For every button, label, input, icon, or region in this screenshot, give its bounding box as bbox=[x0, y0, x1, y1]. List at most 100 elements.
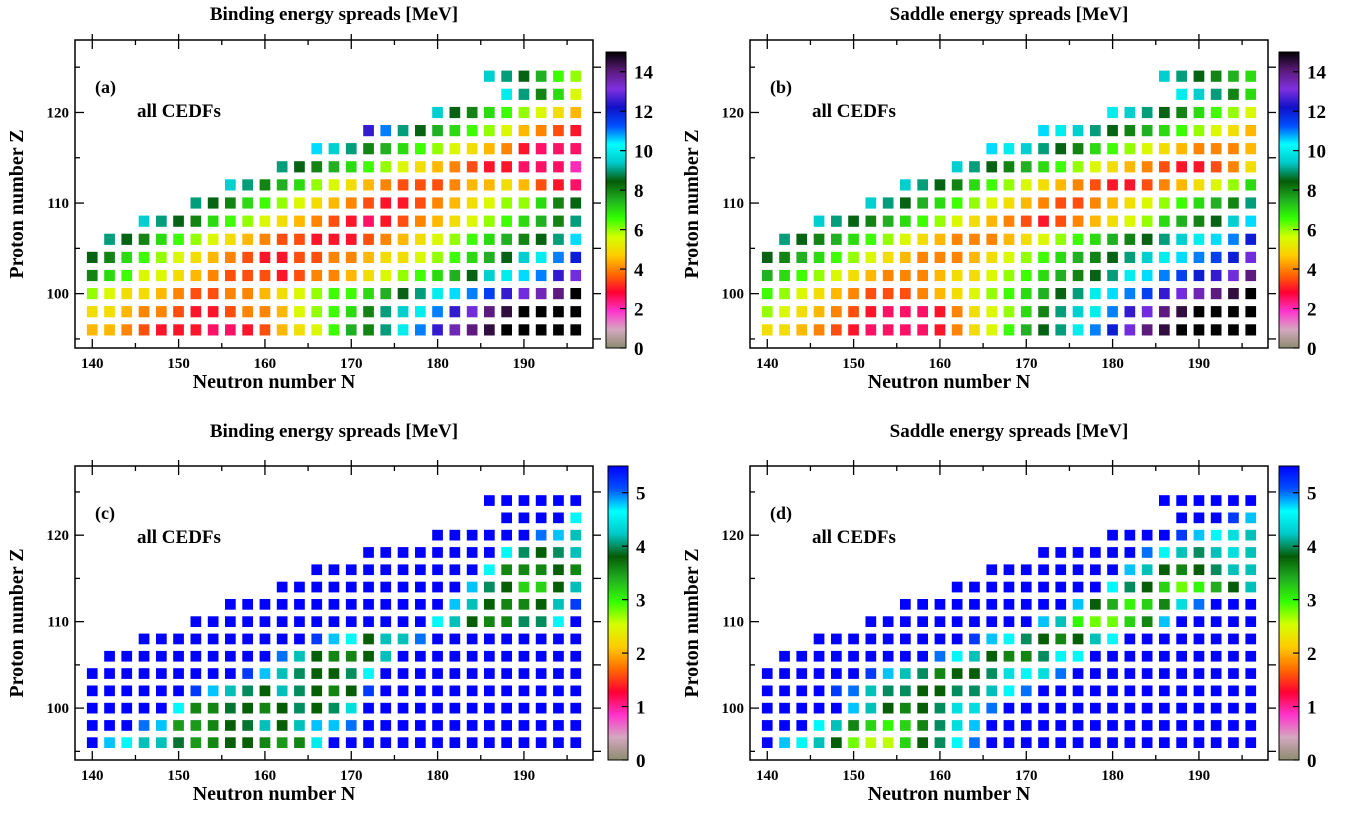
heatmap-cell bbox=[1193, 306, 1205, 318]
heatmap-cell bbox=[570, 70, 582, 82]
panel-label: (b) bbox=[770, 77, 792, 98]
heatmap-cell bbox=[865, 702, 877, 714]
heatmap-cell bbox=[345, 702, 357, 714]
heatmap-cell bbox=[484, 581, 495, 593]
heatmap-cell bbox=[1038, 599, 1049, 610]
heatmap-cell bbox=[242, 720, 253, 731]
heatmap-cell bbox=[1210, 702, 1222, 714]
heatmap-cell bbox=[138, 702, 150, 714]
heatmap-cell bbox=[380, 179, 392, 191]
heatmap-cell bbox=[397, 251, 409, 263]
heatmap-cell bbox=[535, 616, 547, 627]
heatmap-cell bbox=[1055, 143, 1067, 155]
heatmap-cell bbox=[518, 125, 530, 137]
heatmap-cell bbox=[1038, 125, 1049, 137]
heatmap-cell bbox=[1176, 179, 1187, 191]
heatmap-cell bbox=[535, 125, 547, 137]
heatmap-cell bbox=[121, 269, 133, 282]
heatmap-cell bbox=[207, 251, 219, 263]
heatmap-cell bbox=[1003, 324, 1015, 336]
heatmap-cell bbox=[363, 547, 374, 558]
y-tick-label: 100 bbox=[722, 287, 745, 303]
heatmap-cell bbox=[138, 720, 150, 731]
heatmap-cell bbox=[986, 581, 998, 593]
y-axis-label: Proton number Z bbox=[681, 129, 703, 278]
heatmap-cell bbox=[535, 161, 547, 173]
heatmap-cell bbox=[518, 495, 530, 506]
heatmap-cell bbox=[1038, 269, 1049, 282]
heatmap-cell bbox=[415, 650, 426, 662]
heatmap-cell bbox=[1124, 251, 1136, 263]
heatmap-cell bbox=[1210, 197, 1222, 209]
heatmap-cell bbox=[1141, 668, 1153, 679]
heatmap-cell bbox=[173, 702, 184, 714]
heatmap-cell bbox=[432, 720, 443, 731]
heatmap-cell bbox=[397, 685, 409, 697]
heatmap-cell bbox=[848, 737, 859, 748]
heatmap-cell bbox=[1245, 306, 1257, 318]
heatmap-cell bbox=[207, 306, 219, 318]
heatmap-cell bbox=[917, 685, 928, 697]
heatmap-cell bbox=[779, 720, 790, 731]
heatmap-cell bbox=[969, 233, 980, 245]
heatmap-cell bbox=[276, 251, 288, 263]
heatmap-cell bbox=[415, 685, 426, 697]
heatmap-cell bbox=[813, 737, 825, 748]
heatmap-cell bbox=[1176, 720, 1187, 731]
heatmap-cell bbox=[882, 616, 894, 627]
heatmap-cell bbox=[1176, 529, 1187, 541]
panel-title: Binding energy spreads [MeV] bbox=[210, 4, 458, 25]
heatmap-cell bbox=[345, 668, 357, 679]
heatmap-cell bbox=[535, 529, 547, 541]
heatmap-cell bbox=[345, 251, 357, 263]
heatmap-cell bbox=[449, 251, 461, 263]
heatmap-cell bbox=[553, 306, 564, 318]
heatmap-cell bbox=[796, 685, 808, 697]
x-axis-label: Neutron number N bbox=[193, 783, 356, 805]
heatmap-cell bbox=[1038, 233, 1049, 245]
colorbar-tick-label: 5 bbox=[1307, 484, 1317, 505]
heatmap-cell bbox=[934, 215, 946, 227]
heatmap-cell bbox=[86, 306, 98, 318]
heatmap-cell bbox=[242, 306, 253, 318]
heatmap-cell bbox=[934, 737, 946, 748]
heatmap-cell bbox=[501, 564, 512, 576]
heatmap-cell bbox=[1176, 88, 1187, 100]
x-tick-label: 150 bbox=[167, 768, 190, 784]
heatmap-cell bbox=[1020, 288, 1032, 300]
heatmap-cell bbox=[1020, 324, 1032, 336]
heatmap-cell bbox=[1176, 215, 1187, 227]
heatmap-cell bbox=[380, 269, 392, 282]
heatmap-cell bbox=[934, 650, 946, 662]
x-tick-label: 140 bbox=[756, 356, 779, 372]
heatmap-cell bbox=[415, 161, 426, 173]
heatmap-cell bbox=[86, 251, 98, 263]
heatmap-cell bbox=[1124, 161, 1136, 173]
heatmap-cell bbox=[432, 702, 443, 714]
heatmap-cell bbox=[345, 269, 357, 282]
heatmap-cell bbox=[865, 633, 877, 645]
heatmap-cell bbox=[1038, 251, 1049, 263]
heatmap-cell bbox=[311, 737, 323, 748]
heatmap-cell bbox=[1141, 702, 1153, 714]
heatmap-cell bbox=[535, 215, 547, 227]
heatmap-cell bbox=[242, 616, 253, 627]
heatmap-cell bbox=[1072, 668, 1084, 679]
heatmap-cell bbox=[779, 233, 790, 245]
heatmap-cell bbox=[1003, 616, 1015, 627]
heatmap-cell bbox=[518, 581, 530, 593]
heatmap-cell bbox=[917, 197, 928, 209]
heatmap-cell bbox=[1141, 324, 1153, 336]
heatmap-cell bbox=[363, 306, 374, 318]
heatmap-cell bbox=[917, 737, 928, 748]
heatmap-cell bbox=[1072, 547, 1084, 558]
heatmap-cell bbox=[1107, 616, 1118, 627]
heatmap-cell bbox=[432, 215, 443, 227]
heatmap-cell bbox=[1141, 106, 1153, 119]
heatmap-cell bbox=[328, 685, 340, 697]
heatmap-cell bbox=[225, 616, 236, 627]
heatmap-cell bbox=[1245, 233, 1257, 245]
heatmap-cell bbox=[449, 616, 461, 627]
heatmap-cell bbox=[1090, 233, 1101, 245]
heatmap-cell bbox=[294, 599, 305, 610]
